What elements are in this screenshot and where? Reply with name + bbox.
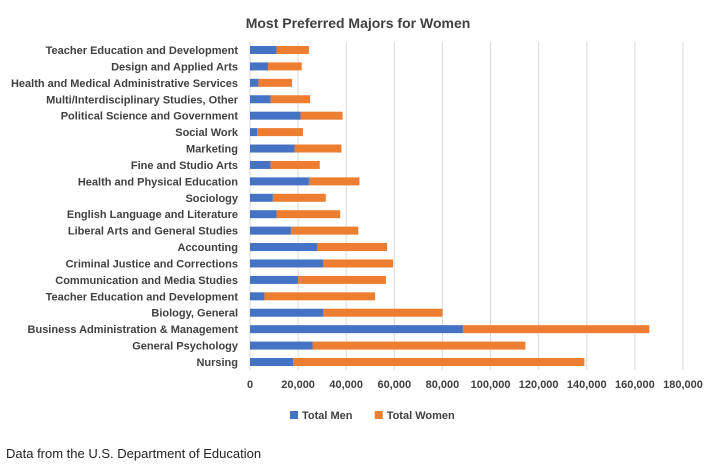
category-label: Business Administration & Management (28, 324, 239, 336)
bar-segment (250, 259, 324, 268)
category-label: Communication and Media Studies (55, 275, 238, 287)
bar-segment (312, 341, 526, 350)
x-axis-tick-labels: 0 20,000 40,000 60,000 80,000 100,000 120,000 1… (247, 379, 703, 391)
bar-segment (250, 62, 269, 71)
bar-segment (257, 128, 303, 137)
bar-segment (250, 292, 265, 301)
category-label: Teacher Education and Development (46, 291, 239, 303)
category-label: Multi/Interdisciplinary Studies, Other (46, 94, 239, 106)
bar-segment (317, 243, 388, 252)
category-label: Social Work (175, 127, 239, 139)
legend-label: Total Men (302, 410, 353, 422)
legend-swatch (290, 411, 298, 419)
category-label: General Psychology (132, 341, 239, 353)
x-tick-label: 100,000 (471, 379, 511, 391)
bar-segment (250, 78, 259, 87)
category-label: Political Science and Government (61, 111, 239, 123)
x-tick-label: 80,000 (426, 379, 460, 391)
category-label: Sociology (185, 193, 238, 205)
bar-segment (258, 78, 293, 87)
bar-segment (323, 308, 443, 317)
legend-swatch (374, 411, 383, 419)
category-label: English Language and Literature (67, 209, 238, 221)
bar-segment (293, 358, 585, 366)
bar-segment (270, 95, 311, 104)
bar-segment (250, 177, 309, 186)
bar-segment (250, 46, 277, 54)
bar-segment (290, 226, 359, 235)
bar-segment (268, 62, 302, 71)
bar-segment (323, 259, 394, 268)
bar-segment (250, 308, 324, 317)
x-tick-label: 60,000 (378, 379, 412, 391)
category-label: Liberal Arts and General Studies (68, 226, 238, 238)
bar-segment (276, 46, 309, 54)
category-labels: Teacher Education and Development Design … (11, 45, 239, 369)
bar-segment (462, 325, 650, 334)
source-note: Data from the U.S. Department of Educati… (6, 446, 262, 461)
bar-segment (264, 292, 376, 301)
bar-segment (250, 144, 295, 153)
gridlines (249, 42, 684, 370)
category-label: Accounting (178, 242, 239, 254)
category-label: Nursing (196, 357, 238, 369)
bar-segment (298, 275, 386, 284)
bars (250, 46, 650, 366)
bar-segment (300, 111, 343, 120)
bar-segment (250, 275, 299, 284)
category-label: Marketing (186, 144, 238, 156)
bar-segment (294, 144, 342, 153)
bar-segment (250, 325, 463, 334)
legend: Total Men Total Women (290, 410, 455, 422)
chart-container: Most Preferred Majors for Women Teacher … (11, 15, 703, 422)
x-tick-label: 120,000 (519, 379, 559, 391)
x-tick-label: 180,000 (663, 379, 703, 391)
bar-segment (250, 226, 291, 235)
bar-segment (272, 193, 326, 202)
stacked-bar-chart: Most Preferred Majors for Women Teacher … (11, 15, 703, 422)
category-label: Fine and Studio Arts (131, 160, 238, 172)
x-tick-label: 20,000 (281, 379, 315, 391)
x-tick-label: 140,000 (567, 379, 607, 391)
x-tick-label: 40,000 (329, 379, 363, 391)
x-tick-label: 160,000 (615, 379, 655, 391)
chart-title: Most Preferred Majors for Women (246, 15, 471, 31)
category-label: Design and Applied Arts (111, 61, 238, 73)
category-label: Criminal Justice and Corrections (66, 258, 238, 270)
category-label: Health and Physical Education (78, 176, 238, 188)
legend-label: Total Women (387, 410, 455, 422)
bar-segment (250, 341, 313, 350)
bar-segment (250, 193, 273, 202)
bar-segment (250, 243, 318, 252)
bar-segment (250, 358, 294, 366)
category-label: Teacher Education and Development (46, 45, 239, 57)
bar-segment (250, 111, 301, 120)
category-label: Health and Medical Administrative Servic… (11, 78, 238, 90)
bar-segment (276, 210, 341, 219)
category-label: Biology, General (151, 308, 238, 320)
bar-segment (308, 177, 360, 186)
x-tick-label: 0 (247, 379, 253, 391)
bar-segment (270, 160, 320, 169)
bar-segment (250, 95, 271, 104)
bar-segment (250, 160, 271, 169)
bar-segment (250, 128, 258, 137)
bar-segment (250, 210, 277, 219)
